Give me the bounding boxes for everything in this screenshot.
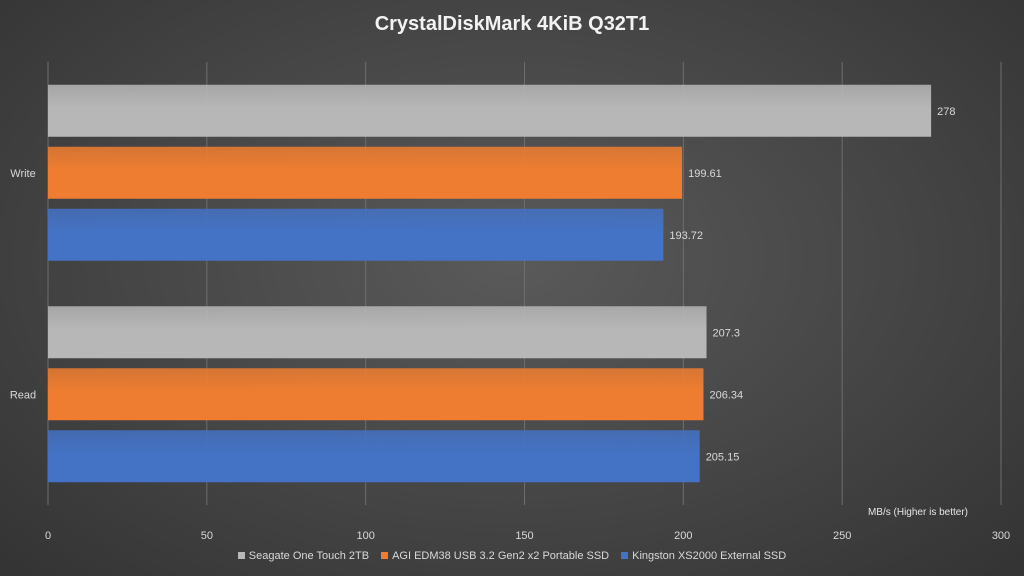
data-label: 199.61 [688, 168, 722, 180]
x-tick-label: 300 [992, 530, 1010, 542]
bar [48, 208, 664, 261]
legend-label: Seagate One Touch 2TB [248, 550, 370, 562]
category-label: Read [10, 389, 36, 401]
bar [48, 146, 683, 199]
x-axis-ticks: 0 50 100 150 200 250 300 [45, 530, 1010, 542]
bar [48, 368, 704, 421]
legend-item: Seagate One Touch 2TB [237, 550, 370, 562]
data-label: 193.72 [669, 230, 703, 242]
bar [48, 430, 700, 483]
chart-title: CrystalDiskMark 4KiB Q32T1 [375, 13, 650, 35]
value-labels: 278 199.61 193.72 207.3 206.34 205.15 [669, 106, 955, 464]
bar [48, 84, 932, 137]
category-label: Write [10, 168, 35, 180]
legend: Seagate One Touch 2TB AGI EDM38 USB 3.2 G… [0, 550, 1024, 562]
x-tick-label: 150 [515, 530, 533, 542]
x-tick-label: 250 [833, 530, 851, 542]
legend-item: Kingston XS2000 External SSD [621, 550, 786, 562]
x-tick-label: 200 [674, 530, 692, 542]
x-tick-label: 100 [356, 530, 374, 542]
bars [48, 84, 932, 483]
legend-item: AGI EDM38 USB 3.2 Gen2 x2 Portable SSD [381, 550, 609, 562]
legend-swatch [621, 551, 629, 559]
legend-swatch [237, 551, 245, 559]
unit-label: MB/s (Higher is better) [868, 507, 968, 518]
x-tick-label: 50 [201, 530, 213, 542]
legend-swatch [381, 551, 389, 559]
data-label: 206.34 [709, 389, 743, 401]
bar [48, 306, 707, 359]
data-label: 278 [937, 106, 955, 118]
data-label: 207.3 [713, 327, 741, 339]
category-labels: Write Read [10, 168, 36, 402]
data-label: 205.15 [706, 451, 740, 463]
legend-label: AGI EDM38 USB 3.2 Gen2 x2 Portable SSD [392, 550, 610, 562]
x-tick-label: 0 [45, 530, 51, 542]
legend-label: Kingston XS2000 External SSD [632, 550, 787, 562]
